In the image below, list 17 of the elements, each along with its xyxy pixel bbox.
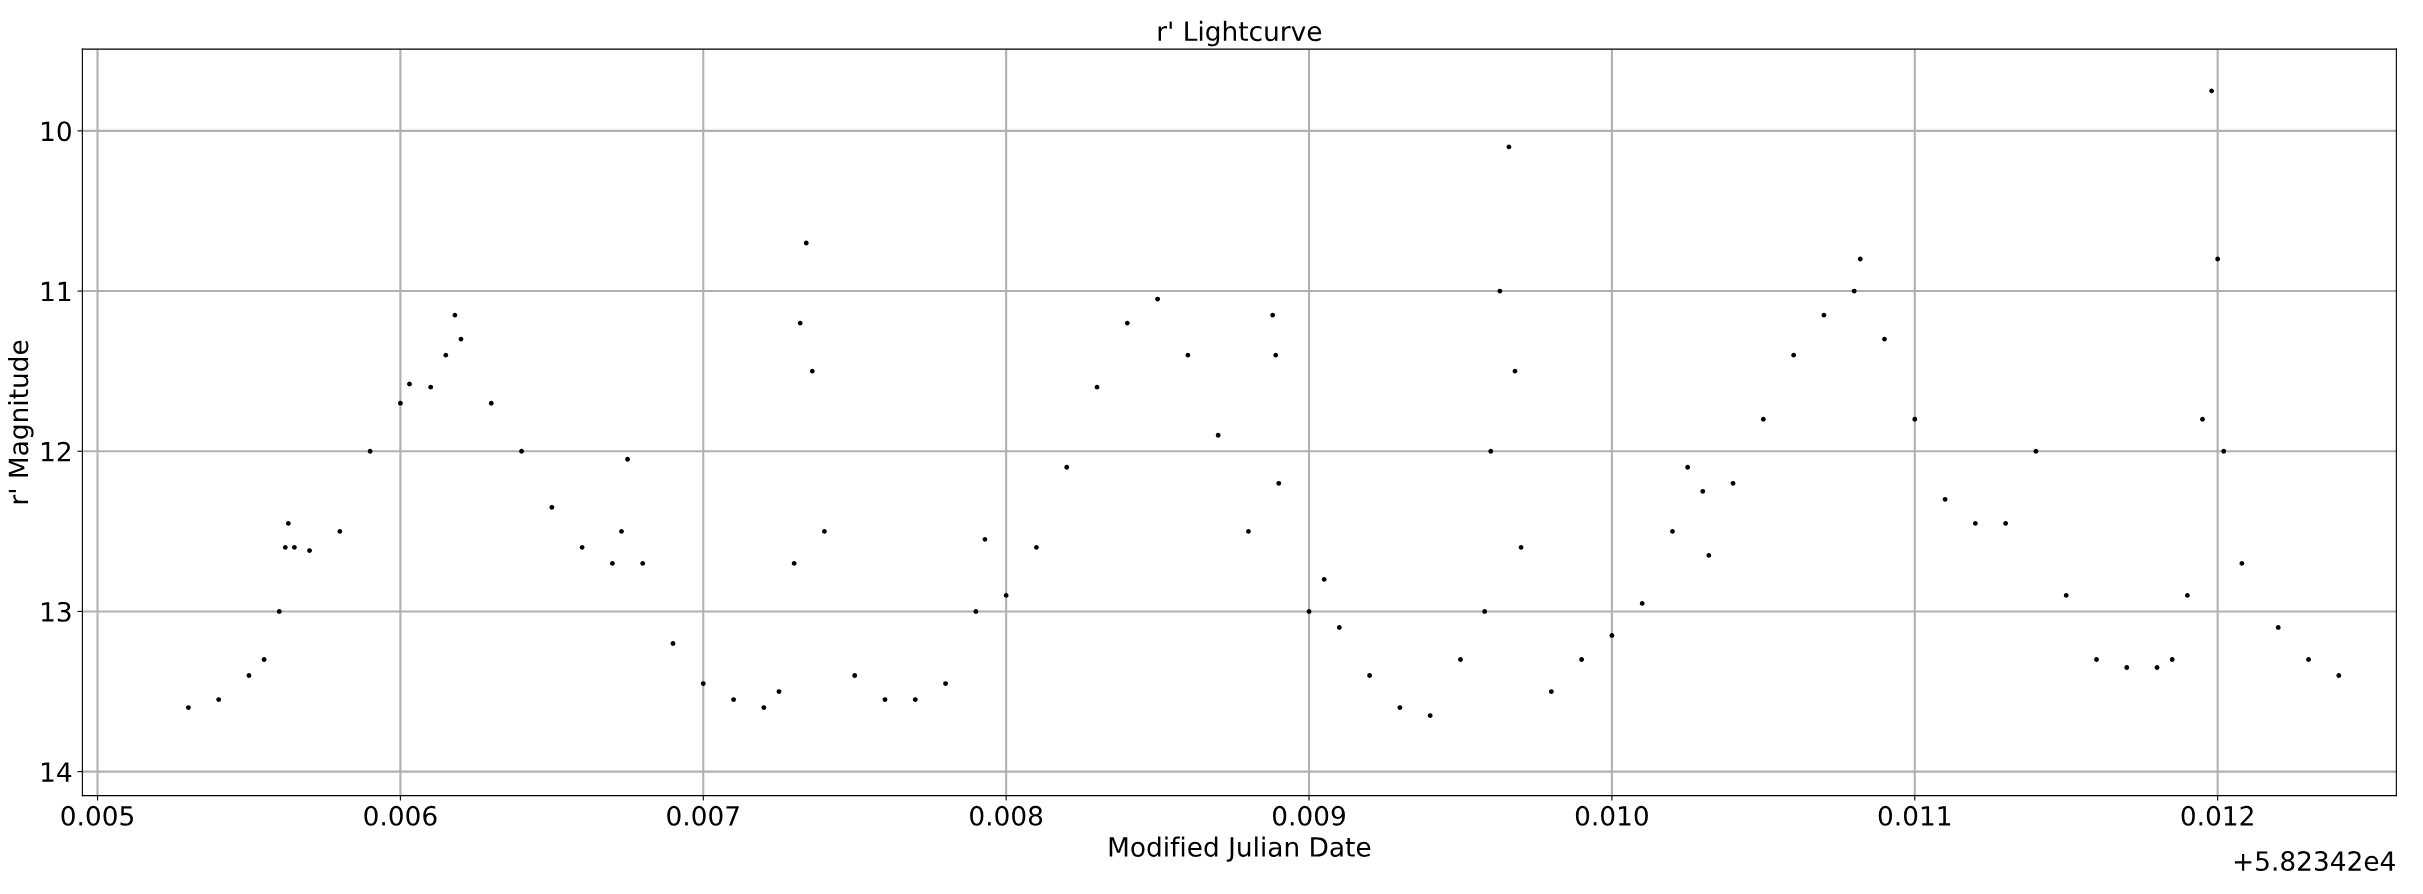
x-axis-title: Modified Julian Date bbox=[1109, 836, 1371, 862]
x-tick-label: 0.005 bbox=[61, 805, 133, 826]
x-tick-label: 0.008 bbox=[970, 805, 1043, 826]
y-tick-label: 13 bbox=[41, 601, 71, 622]
x-tick-label: 0.010 bbox=[1575, 805, 1648, 826]
y-axis-title: r' Magnitude bbox=[7, 340, 34, 504]
x-tick-label: 0.012 bbox=[2181, 805, 2253, 826]
chart-title: r' Lightcurve bbox=[1158, 20, 1322, 47]
x-tick-label: 0.009 bbox=[1272, 805, 1345, 826]
text: +5.82342e4 bbox=[2234, 851, 2395, 872]
x-tick-label: 0.011 bbox=[1878, 805, 1951, 826]
y-tick-label: 10 bbox=[41, 121, 71, 142]
y-tick-label: 11 bbox=[41, 281, 71, 302]
x-tick-label: 0.006 bbox=[364, 805, 437, 826]
x-tick-label: 0.007 bbox=[667, 805, 739, 826]
y-tick-label: 12 bbox=[41, 441, 71, 462]
y-tick-label: 14 bbox=[41, 762, 72, 782]
